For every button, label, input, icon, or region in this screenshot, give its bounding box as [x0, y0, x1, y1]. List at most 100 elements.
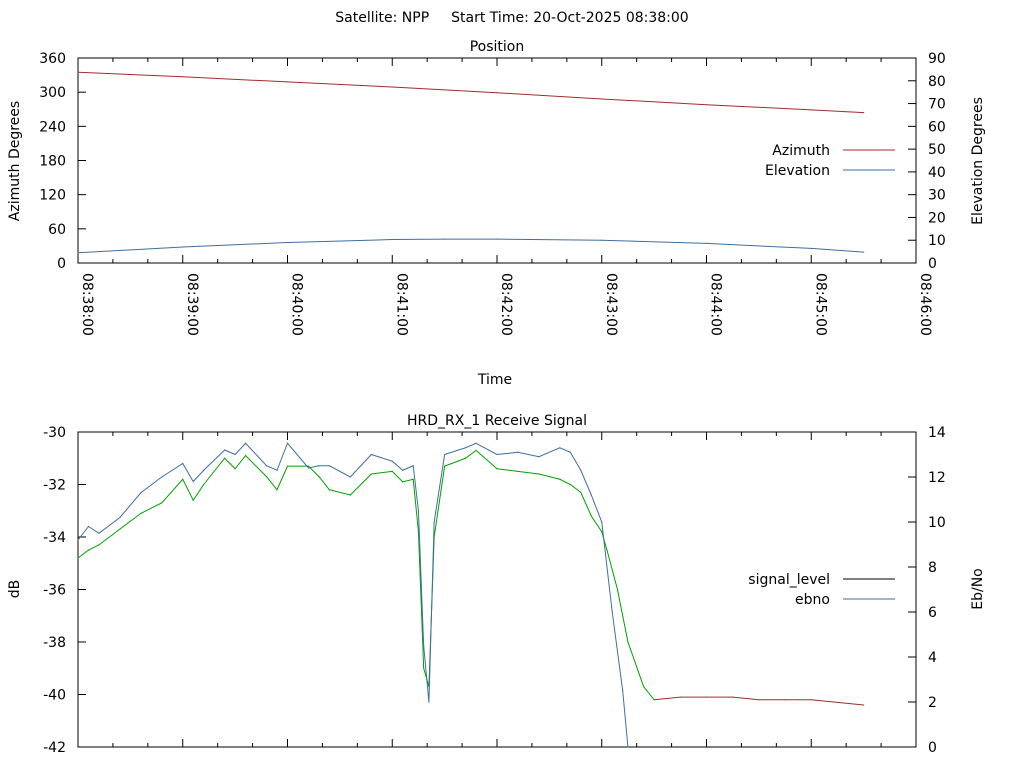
y2-tick-label: 50 — [928, 142, 946, 158]
y2-tick-label: 10 — [928, 515, 946, 531]
data-point — [784, 699, 786, 701]
x-tick-label: 08:43:00 — [603, 273, 619, 336]
position-y-axis-label: Azimuth Degrees — [7, 101, 23, 221]
data-point — [601, 98, 603, 100]
data-point — [161, 502, 163, 504]
data-point — [496, 92, 498, 94]
data-point — [810, 699, 812, 701]
data-point — [538, 473, 540, 475]
data-point — [391, 238, 393, 241]
y2-tick-label: 60 — [928, 119, 946, 135]
signal-y-axis-label: dB — [7, 580, 23, 599]
data-point — [590, 494, 592, 496]
y-tick-label: -32 — [43, 478, 66, 494]
data-point — [286, 442, 289, 444]
x-tick-label: 08:40:00 — [289, 273, 305, 336]
data-point — [87, 525, 90, 528]
data-point — [412, 478, 414, 480]
position-y2-axis-label: Elevation Degrees — [970, 97, 986, 225]
position-legend: Azimuth Elevation — [765, 143, 895, 179]
data-point — [182, 478, 184, 480]
data-point — [161, 476, 163, 478]
y2-tick-label: 90 — [928, 51, 946, 67]
data-point — [559, 447, 561, 449]
x-tick-label: 08:38:00 — [79, 273, 95, 336]
series-line-Elevation — [77, 238, 864, 254]
y-tick-label: -40 — [43, 688, 66, 704]
data-point — [77, 557, 79, 559]
data-point — [245, 455, 247, 457]
data-point — [391, 460, 393, 462]
signal-chart: HRD_RX_1 Receive Signal -42-40-38-36-34-… — [7, 413, 986, 756]
data-point — [391, 470, 393, 472]
data-point — [622, 690, 624, 692]
data-point — [98, 544, 100, 546]
y-tick-label: 0 — [57, 256, 66, 272]
data-point — [475, 449, 477, 451]
data-point — [77, 539, 79, 541]
data-point — [87, 549, 90, 551]
data-point — [192, 480, 194, 483]
data-point — [276, 489, 278, 491]
data-point — [370, 453, 372, 456]
y2-tick-label: 6 — [928, 605, 937, 621]
data-point — [245, 442, 247, 444]
data-point — [417, 531, 420, 533]
data-point — [224, 457, 226, 459]
y2-tick-label: 40 — [928, 165, 946, 181]
data-point — [496, 468, 498, 470]
y-tick-label: 60 — [48, 222, 66, 238]
data-point — [349, 476, 351, 478]
signal-ticks: -42 -40 -38 -36 -34 -32 -30 0 2 4 6 8 10 12 14 — [43, 425, 946, 756]
x-tick-label: 08:41:00 — [393, 273, 409, 336]
figure-header: Satellite: NPP Start Time: 20-Oct-2025 08… — [335, 10, 688, 26]
data-point — [601, 531, 603, 533]
data-point — [475, 442, 477, 444]
x-tick-label: 08:44:00 — [708, 273, 724, 336]
data-point — [538, 456, 540, 458]
data-point — [627, 746, 629, 748]
data-point — [412, 465, 414, 467]
legend-label: Elevation — [765, 163, 830, 179]
data-point — [286, 465, 289, 467]
y-tick-label: 300 — [39, 85, 66, 101]
y-tick-label: -36 — [43, 583, 66, 599]
data-point — [349, 494, 351, 496]
data-point — [590, 515, 592, 517]
y2-tick-label: 80 — [928, 74, 946, 90]
data-point — [569, 451, 571, 453]
data-point — [580, 469, 582, 471]
data-point — [423, 645, 425, 647]
legend-label: signal_level — [748, 572, 830, 588]
data-point — [370, 473, 372, 475]
data-point — [732, 696, 734, 698]
data-point — [318, 465, 320, 467]
y2-tick-label: 4 — [928, 650, 937, 666]
y2-tick-label: 14 — [928, 425, 946, 441]
data-point — [653, 699, 655, 701]
y2-tick-label: 2 — [928, 695, 937, 711]
data-point — [444, 453, 446, 456]
data-point — [417, 510, 420, 512]
data-point — [705, 104, 708, 106]
position-lines — [77, 71, 865, 254]
data-point — [606, 549, 608, 551]
data-point — [265, 465, 268, 467]
legend-label: Azimuth — [772, 143, 830, 159]
data-point — [611, 611, 613, 613]
y2-tick-label: 0 — [928, 740, 937, 756]
data-point — [182, 246, 184, 248]
y2-tick-label: 70 — [928, 97, 946, 113]
y2-tick-label: 0 — [928, 256, 937, 272]
data-point — [140, 492, 142, 494]
data-point — [444, 238, 446, 240]
data-point — [140, 512, 142, 514]
data-point — [318, 476, 320, 478]
data-point — [863, 251, 865, 253]
data-point — [234, 453, 236, 456]
data-point — [234, 468, 236, 470]
data-point — [836, 701, 839, 703]
legend-label: ebno — [795, 592, 830, 608]
